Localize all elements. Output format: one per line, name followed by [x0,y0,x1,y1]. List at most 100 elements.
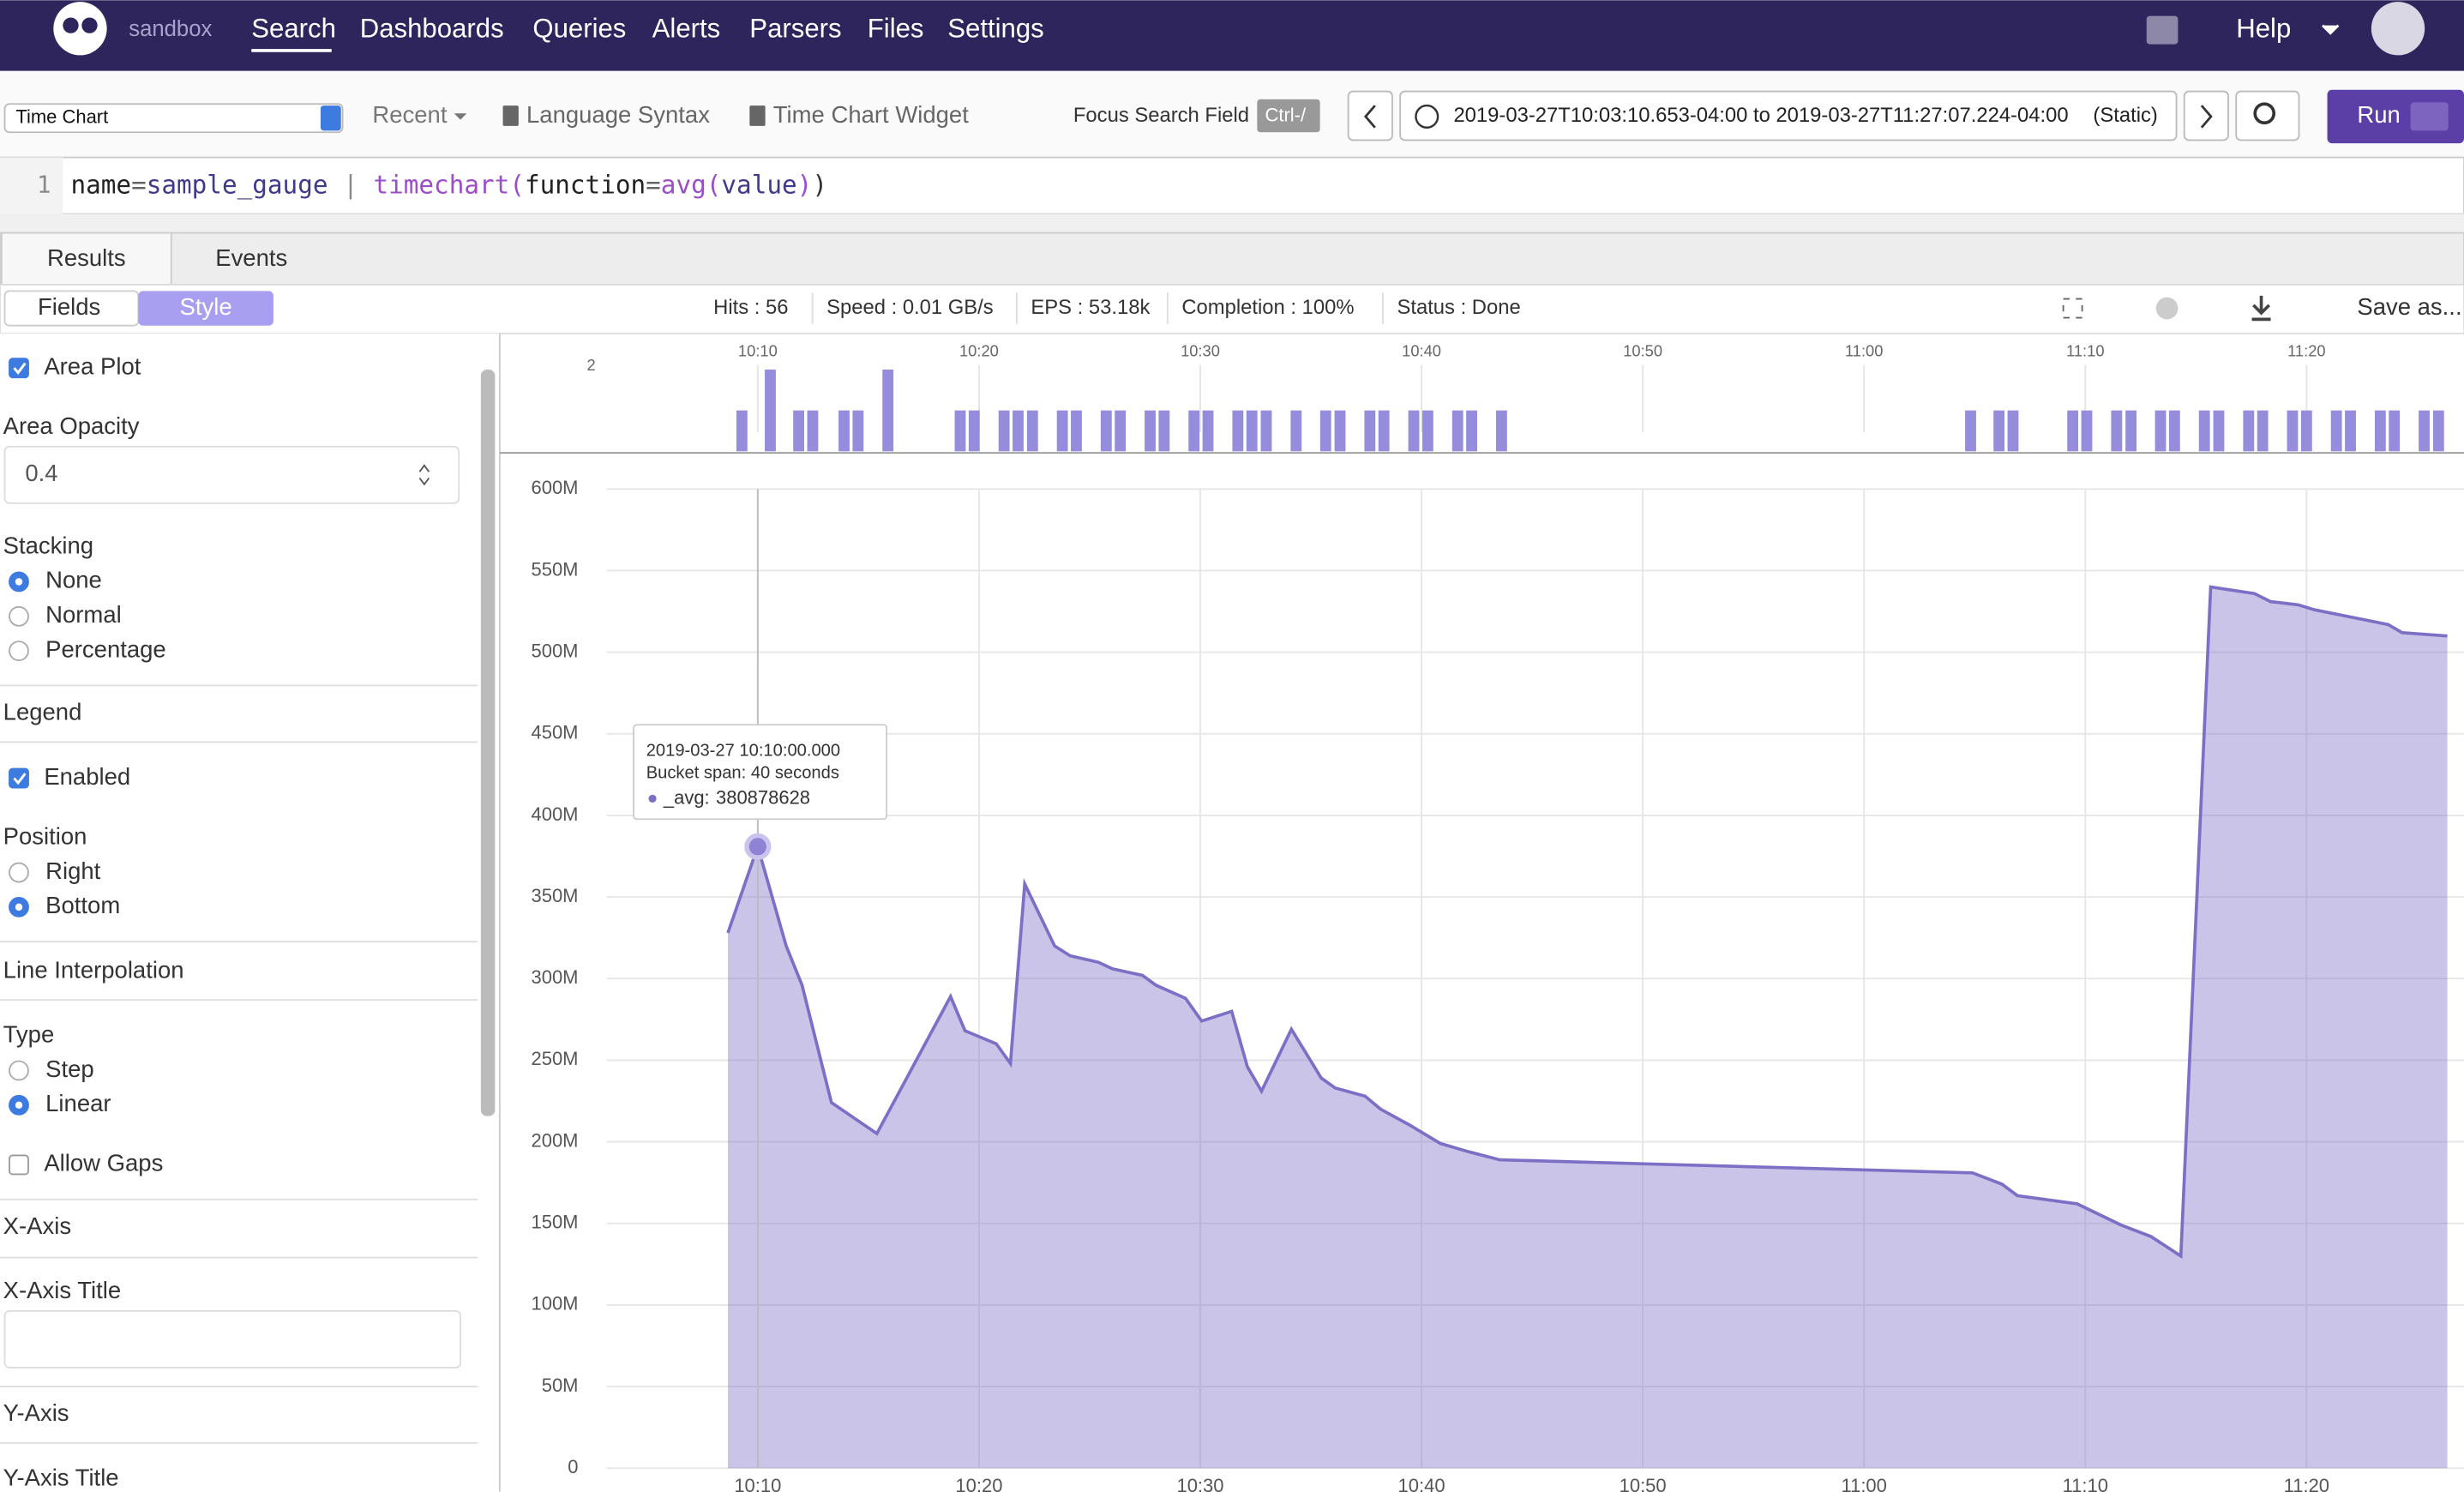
histogram-bar [1334,410,1346,452]
histogram-bar [1451,410,1463,452]
area [728,587,2448,1469]
avatar[interactable] [2371,2,2425,56]
histogram-x-label: 10:50 [1623,342,1662,360]
query-text: name=sample_gauge | timechart(function=a… [70,170,827,200]
y-tick-label: 50M [542,1375,579,1396]
radio-label: Right [45,857,101,884]
radio-label: Normal [45,601,122,628]
style-tab[interactable] [138,291,273,326]
radio[interactable] [9,1060,29,1081]
time-range[interactable] [1399,90,2178,141]
save-as[interactable]: Save as... [2357,293,2461,320]
histogram-bar [1071,410,1082,452]
logo[interactable] [53,2,107,56]
toolbar-widget: Time Chart [15,106,108,128]
nav-item[interactable]: Settings [947,13,1044,43]
tab-active[interactable] [0,232,172,286]
histogram-bar [1378,410,1390,452]
nav-item[interactable]: Search [251,13,336,43]
line-number: 1 [37,171,51,199]
query-token: | [328,170,374,200]
download-icon[interactable] [2251,295,2271,322]
radio-dot [15,903,23,911]
histogram-bar [2213,410,2225,452]
histogram-bar [954,410,966,452]
stat: EPS : 53.18k [1031,296,1150,319]
clock-icon [1415,104,1439,129]
radio[interactable] [9,641,29,662]
help-menu[interactable]: Help [2236,13,2291,43]
histogram-bar [1026,410,1038,452]
checkmark [13,773,27,785]
y-tick-label: 400M [532,803,579,825]
radio[interactable] [9,605,29,627]
histogram-bar [2007,410,2019,452]
prev-button[interactable] [1347,90,1393,141]
histogram-bar [2198,410,2210,452]
query-token: = [131,170,147,199]
query-token: = [646,170,661,199]
nav-item[interactable]: Alerts [652,13,721,43]
recent-caret [454,113,467,120]
panel-label: Y-Axis Title [3,1464,119,1490]
tooltip [633,724,888,821]
histogram-bar [968,410,980,452]
x-axis-title-input[interactable] [3,1310,461,1369]
histogram-bar [2389,410,2401,452]
cancel-icon[interactable] [2155,297,2179,320]
search-button[interactable] [2235,90,2300,141]
toolbar-mode: (Static) [2093,104,2157,127]
query-token: name [70,170,131,199]
histogram-x-label: 10:20 [959,342,999,360]
gift-icon[interactable] [2146,15,2179,45]
widget-select[interactable] [3,103,344,134]
histogram-bar [1188,410,1200,452]
query-editor[interactable] [0,156,2464,215]
gutter [0,157,63,214]
query-token: function [525,170,646,199]
x-tick-label: 10:10 [734,1475,781,1492]
y-tick-label: 550M [532,558,579,580]
panel-label: X-Axis [3,1212,71,1239]
tooltip-label: _avg: [663,786,710,808]
nav-item[interactable]: Queries [532,13,626,43]
y-tick-label: 100M [532,1293,579,1315]
y-tick-label: 250M [532,1048,579,1069]
subtab[interactable]: Fields [38,293,100,320]
tooltip-value: _avg: 380878628 [663,786,810,808]
histogram-bar [882,370,894,452]
tab[interactable]: Results [47,244,126,271]
checkbox-label: Enabled [44,763,130,790]
toolbar-shortcut: Ctrl-/ [1265,105,1307,126]
nav-item[interactable]: Files [868,13,924,43]
tab[interactable]: Events [215,244,287,271]
x-tick-label: 10:50 [1620,1475,1667,1492]
next-icon [2200,105,2213,129]
opacity-input[interactable] [3,445,460,504]
radio-label: Step [45,1056,94,1082]
fullscreen-icon[interactable] [2062,298,2083,319]
next-button[interactable] [2183,90,2229,141]
checkbox[interactable] [9,358,29,379]
histogram-bar [2168,410,2180,452]
radio[interactable] [9,862,29,883]
query-token: ) [797,170,813,199]
scrollbar[interactable] [480,370,496,1116]
nav-item[interactable]: Dashboards [360,13,504,43]
histogram-x-label: 11:20 [2287,342,2325,360]
nav-item[interactable]: Parsers [749,13,841,43]
histogram-bar [2243,410,2255,452]
subtab[interactable]: Style [180,293,232,320]
enter-key [2410,102,2449,131]
y-tick-label: 450M [532,722,579,743]
checkbox[interactable] [9,1154,29,1176]
checkbox[interactable] [9,767,29,789]
query-token: timechart [373,170,509,199]
stat: Status : Done [1397,296,1520,319]
query-token: sample_gauge [147,170,328,200]
panel-label: Y-Axis [3,1399,69,1426]
histogram-bar [807,410,819,452]
histogram-bar [838,410,850,452]
